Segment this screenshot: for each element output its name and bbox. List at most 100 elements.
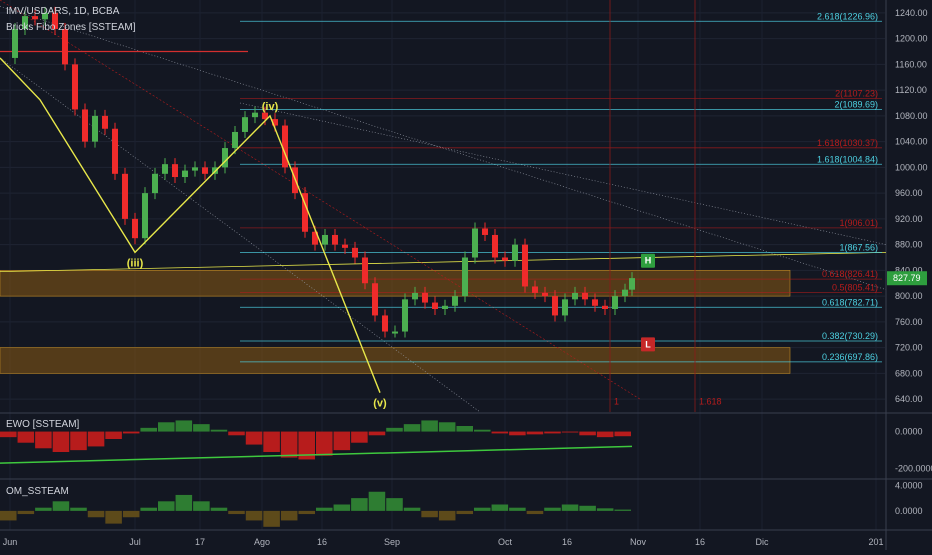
om-bar xyxy=(140,507,157,511)
om-bar xyxy=(0,510,17,521)
ewo-bar xyxy=(474,429,491,432)
x-tick-label: Ago xyxy=(254,537,270,547)
om-bar xyxy=(52,501,70,511)
candle-body xyxy=(12,28,18,58)
om-bar xyxy=(298,510,315,515)
candle-body xyxy=(42,12,48,20)
om-bar xyxy=(491,504,509,511)
candle-body xyxy=(102,115,108,129)
signal-marker xyxy=(641,253,655,268)
om-tick-label: 4.0000 xyxy=(895,480,923,490)
om-bar xyxy=(509,507,526,511)
candle-body xyxy=(302,193,308,232)
x-tick-label: 16 xyxy=(317,537,327,547)
current-price-value: 827.79 xyxy=(893,273,921,283)
om-panel-title: OM_SSTEAM xyxy=(6,486,69,497)
candle-body xyxy=(412,292,418,300)
ewo-bar xyxy=(245,431,263,445)
elliott-wave-line xyxy=(0,57,381,393)
om-bar xyxy=(544,507,561,511)
om-bar xyxy=(122,510,140,518)
trendline-yellow xyxy=(0,251,887,273)
candle-body xyxy=(122,173,128,219)
y-tick-label: 920.00 xyxy=(895,214,923,224)
ewo-bar xyxy=(298,431,315,460)
y-tick-label: 960.00 xyxy=(895,188,923,198)
om-bar xyxy=(193,501,210,511)
ewo-bar xyxy=(526,431,544,435)
candle-body xyxy=(492,234,498,258)
candle-body xyxy=(442,305,448,309)
fibo-zone xyxy=(0,270,791,297)
ewo-bar xyxy=(491,431,509,434)
wave-label: (iv) xyxy=(262,101,279,113)
ewo-bar xyxy=(333,431,351,451)
candle-body xyxy=(282,125,288,168)
candle-body xyxy=(82,109,88,142)
fib-level-label: 2(1107.23) xyxy=(835,88,878,98)
y-tick-label: 1040.00 xyxy=(895,137,928,147)
om-bar xyxy=(561,504,579,511)
candle-body xyxy=(552,296,558,316)
om-bar xyxy=(210,507,228,511)
om-bar xyxy=(474,507,491,511)
om-bar xyxy=(596,508,614,511)
candle-body xyxy=(272,119,278,126)
candle-body xyxy=(382,315,388,332)
ewo-bar xyxy=(0,431,17,438)
x-tick-label: Jun xyxy=(3,537,18,547)
ewo-bar xyxy=(316,431,333,456)
y-tick-label: 680.00 xyxy=(895,368,923,378)
ewo-bar xyxy=(421,420,438,432)
y-tick-label: 720.00 xyxy=(895,343,923,353)
candle-body xyxy=(232,131,238,149)
ewo-bar xyxy=(17,431,35,443)
ewo-tick-label: -200.0000 xyxy=(895,464,932,474)
candle-body xyxy=(622,289,628,297)
projection-label: 1 xyxy=(614,396,619,406)
om-bar xyxy=(368,491,386,511)
ewo-bar xyxy=(105,431,122,439)
candle-body xyxy=(472,228,478,258)
candle-body xyxy=(522,244,528,287)
om-bar xyxy=(421,510,438,518)
projection-label: 1.618 xyxy=(699,396,722,406)
om-bar xyxy=(316,507,333,511)
wave-label: (v) xyxy=(373,398,387,410)
ewo-signal-line xyxy=(0,445,633,464)
y-tick-label: 1080.00 xyxy=(895,111,928,121)
fib-level-label: 1(906.01) xyxy=(839,218,878,228)
y-tick-label: 840.00 xyxy=(895,265,923,275)
fibo-zone xyxy=(0,347,791,374)
candle-body xyxy=(132,218,138,239)
candle-body xyxy=(612,296,618,309)
fib-level-label: 1(867.56) xyxy=(839,243,878,253)
om-bar xyxy=(526,510,544,515)
trendline xyxy=(239,102,887,245)
candle-body xyxy=(22,16,28,29)
om-bar xyxy=(158,501,175,511)
candle-body xyxy=(92,115,98,142)
ewo-bar xyxy=(158,422,175,432)
candle-body xyxy=(152,173,158,194)
x-tick-label: Sep xyxy=(384,537,400,547)
x-tick-label: Nov xyxy=(630,537,647,547)
candle-body xyxy=(332,234,338,245)
ewo-bar xyxy=(228,431,245,436)
candle-body xyxy=(62,28,68,65)
ewo-bar xyxy=(403,424,421,432)
x-tick-label: 17 xyxy=(195,537,205,547)
fib-level-label: 0.618(782.71) xyxy=(822,297,878,307)
om-bar xyxy=(70,507,87,511)
fib-level-label: 2(1089.69) xyxy=(834,100,878,110)
candle-body xyxy=(52,12,58,29)
y-tick-label: 800.00 xyxy=(895,291,923,301)
trendline-red xyxy=(0,0,641,400)
candle-body xyxy=(542,292,548,297)
ewo-bar xyxy=(87,431,105,447)
candle-body xyxy=(502,257,508,261)
candle-body xyxy=(342,244,348,248)
x-tick-label: 16 xyxy=(695,537,705,547)
